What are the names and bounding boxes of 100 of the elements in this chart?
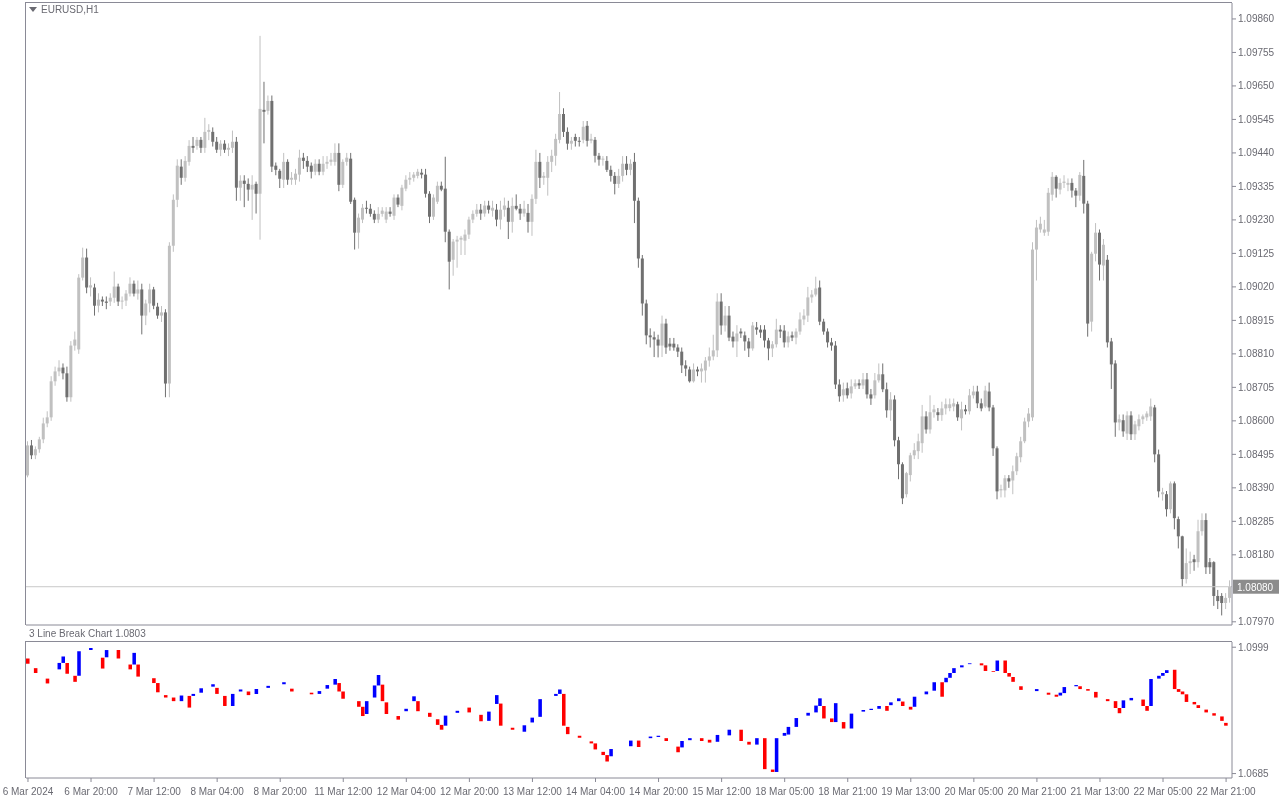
bar [664,738,669,741]
candlestick [195,136,199,151]
y-tick-label: 1.09860 [1238,13,1275,25]
bar [554,693,558,696]
candlestick [814,276,818,297]
x-tick-label: 21 Mar 13:00 [1070,786,1130,797]
candlestick [1011,465,1015,495]
candlestick [865,372,869,400]
bar [1180,691,1185,695]
candlestick [266,95,270,116]
x-tick-label: 7 Mar 12:00 [127,786,182,797]
bar [282,682,286,685]
bar [885,705,889,711]
candlestick [1121,413,1125,438]
candlestick [238,174,242,202]
candlestick [498,200,502,230]
bar [940,682,944,697]
bar [841,722,846,729]
bar [814,705,818,713]
bar [747,741,751,745]
candlestick [983,385,987,409]
candlestick [1133,420,1137,441]
candlestick [203,117,207,154]
bar [325,685,330,689]
chart-title: EURUSD,H1 [41,4,99,15]
candlestick [711,334,715,361]
bar [372,685,377,698]
candlestick [546,155,550,197]
bar [156,683,160,693]
bar [818,698,822,706]
bar [132,652,136,665]
candlestick [495,203,498,227]
bar [1176,689,1181,692]
x-tick-label: 6 Mar 2024 [2,786,54,797]
candlestick [680,346,684,374]
candlestick [510,197,514,234]
bar [1078,686,1082,690]
bar [680,740,684,748]
bar [136,664,140,677]
candlestick [1188,551,1192,575]
candlestick [282,152,286,189]
candlestick [589,133,593,144]
bar [948,672,952,678]
bar [699,738,704,741]
candlestick [1066,177,1070,192]
candlestick [881,362,885,393]
candlestick [656,334,660,358]
candlestick [1078,171,1082,202]
candlestick [1070,177,1074,199]
bar [889,702,893,706]
y-tick-label: 1.07970 [1238,616,1275,628]
bar [1212,713,1216,716]
bar [317,691,322,694]
bar [538,699,542,717]
bar [416,701,420,712]
candlestick [1129,410,1133,441]
chart-title: 3 Line Break Chart 1.0803 [29,628,146,639]
bar [128,664,133,670]
candlestick [81,247,85,282]
candlestick [928,394,932,435]
candlestick [321,155,325,176]
bar [223,695,227,706]
y-tick-label: 1.08705 [1238,381,1275,393]
candlestick [262,81,266,144]
candlestick [581,120,585,144]
bar [601,751,605,756]
bar [806,712,810,716]
y-tick-label: 1.09125 [1238,247,1275,259]
candlestick [1184,547,1188,585]
bar [73,675,77,682]
bar [952,668,956,673]
x-tick-label: 18 Mar 05:00 [755,786,815,797]
candlestick [41,417,45,444]
candlestick [392,193,396,221]
y-tick-label: 1.09440 [1238,147,1275,159]
bar [1094,691,1098,698]
bar [562,693,566,726]
candlestick [885,382,889,419]
candlestick [341,158,345,189]
bar [163,695,168,698]
candlestick [455,235,459,269]
candlestick [1220,592,1224,616]
candlestick [317,158,321,176]
bar [1196,705,1201,708]
bar [924,691,929,695]
candlestick [333,142,337,167]
bar [609,749,613,757]
y-tick-label: 1.09020 [1238,281,1275,293]
candlestick [451,238,455,277]
y-tick-label: 1.09335 [1238,180,1275,192]
candlestick [152,286,156,310]
bar [435,719,440,725]
x-tick-label: 8 Mar 04:00 [190,786,245,797]
x-tick-label: 18 Mar 21:00 [818,786,878,797]
y-tick-label: 1.08810 [1238,348,1275,360]
bar [89,648,93,651]
candlestick [148,283,152,313]
candlestick [751,321,755,352]
bar [1007,672,1011,677]
candlestick [936,407,940,422]
